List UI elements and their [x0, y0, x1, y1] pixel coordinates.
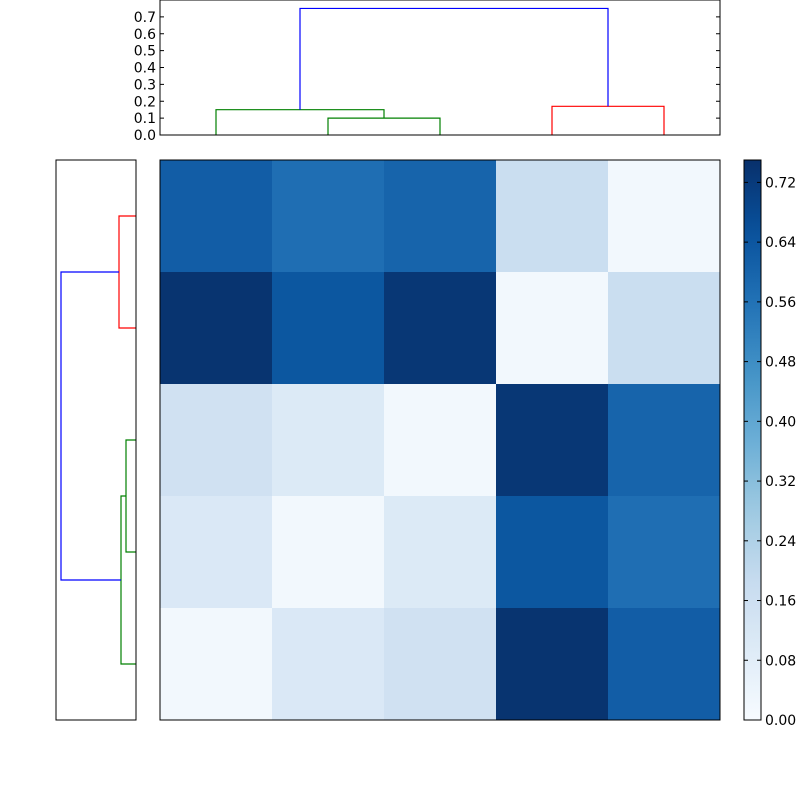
top-dendrogram-tick-label: 0.6: [134, 27, 156, 43]
colorbar: 0.00 0.08 0.16 0.24 0.32 0.40 0.48 0.56 0.64 0.72: [743, 159, 796, 729]
colorbar-tick-label: 0.08: [765, 653, 796, 669]
heatmap-cell: [608, 496, 721, 609]
left-dendrogram-link: [120, 495, 136, 665]
top-dendrogram-tick-label: 0.4: [134, 61, 156, 77]
heatmap-cell: [496, 608, 609, 721]
heatmap-cell: [384, 384, 497, 497]
left-dendrogram: [55, 159, 137, 721]
colorbar-tick-label: 0.48: [765, 355, 796, 371]
heatmap-cell: [384, 160, 497, 273]
top-dendrogram-tick-label: 0.3: [134, 77, 156, 93]
heatmap-cell: [272, 384, 385, 497]
top-dendrogram-link: [215, 109, 385, 135]
top-dendrogram-frame: [159, 0, 721, 136]
heatmap-cell: [608, 272, 721, 385]
top-dendrogram-tick-label: 0.1: [134, 111, 156, 127]
top-dendrogram-link: [551, 105, 665, 135]
colorbar-tick-label: 0.72: [765, 175, 796, 191]
heatmap-cell: [496, 384, 609, 497]
left-dendrogram-link: [118, 215, 136, 329]
heatmap-cell: [608, 384, 721, 497]
heatmap-cell: [160, 384, 273, 497]
colorbar-bar: [743, 159, 762, 721]
left-dendrogram-frame: [55, 159, 137, 721]
heatmap-cell: [384, 608, 497, 721]
top-dendrogram: 0.00.10.20.30.40.50.60.7: [134, 0, 721, 144]
heatmap-cell: [384, 272, 497, 385]
colorbar-tick-label: 0.64: [765, 235, 796, 251]
heatmap-cell: [272, 496, 385, 609]
heatmap-cell: [608, 608, 721, 721]
colorbar-tick-label: 0.32: [765, 474, 796, 490]
heatmap-cell: [384, 496, 497, 609]
heatmap-cell: [272, 160, 385, 273]
top-dendrogram-tick-label: 0.0: [134, 128, 156, 144]
colorbar-tick-label: 0.24: [765, 534, 796, 550]
heatmap-cell: [160, 160, 273, 273]
heatmap-cell: [608, 160, 721, 273]
colorbar-tick-label: 0.16: [765, 594, 796, 610]
top-dendrogram-tick-label: 0.7: [134, 10, 156, 26]
heatmap-cell: [160, 608, 273, 721]
heatmap: [159, 159, 721, 721]
top-dendrogram-link: [299, 7, 609, 110]
left-dendrogram-link: [60, 271, 121, 581]
heatmap-cell: [272, 272, 385, 385]
heatmap-cell: [160, 272, 273, 385]
heatmap-cell: [160, 496, 273, 609]
heatmap-frame: [159, 159, 721, 721]
top-dendrogram-tick-label: 0.5: [134, 44, 156, 60]
colorbar-tick-label: 0.00: [765, 713, 796, 729]
colorbar-tick-label: 0.40: [765, 414, 796, 430]
left-dendrogram-link: [125, 439, 136, 553]
heatmap-cell: [496, 272, 609, 385]
heatmap-cell: [272, 608, 385, 721]
colorbar-tick-label: 0.56: [765, 295, 796, 311]
top-dendrogram-link: [327, 117, 441, 135]
top-dendrogram-tick-label: 0.2: [134, 94, 156, 110]
heatmap-cell: [496, 496, 609, 609]
heatmap-cell: [496, 160, 609, 273]
